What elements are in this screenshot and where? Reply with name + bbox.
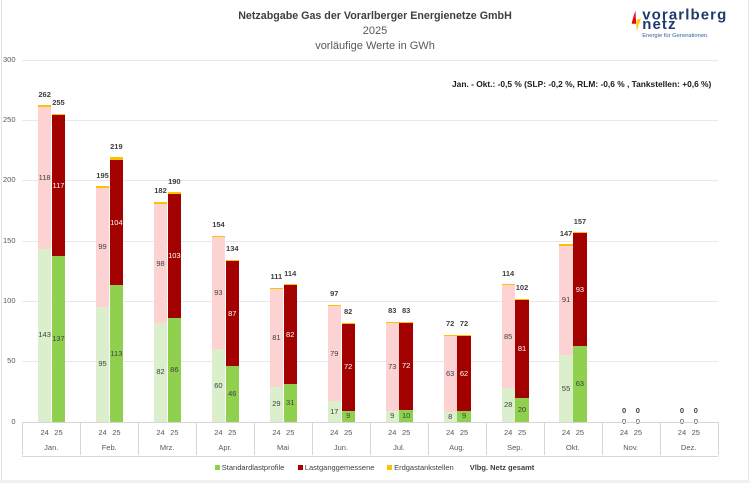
svg-text:vorarlberg: vorarlberg	[642, 6, 727, 23]
svg-text:netz: netz	[642, 16, 676, 33]
svg-text:Energie für Generationen.: Energie für Generationen.	[642, 33, 709, 39]
